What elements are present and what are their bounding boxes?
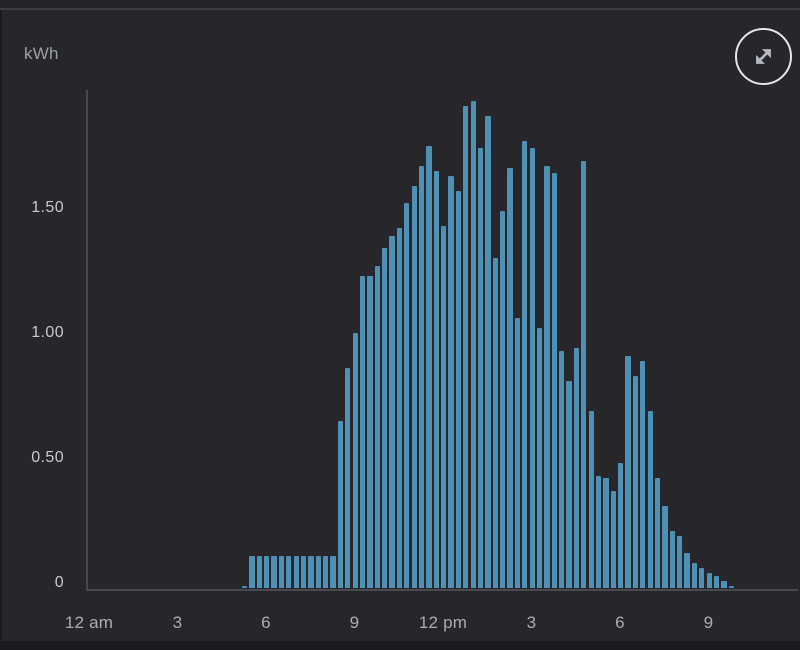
chart-bar[interactable] — [374, 265, 380, 588]
x-tick-label: 3 — [526, 613, 537, 632]
chart-bar[interactable] — [662, 505, 668, 588]
chart-bar[interactable] — [455, 190, 462, 588]
chart-bar[interactable] — [485, 115, 491, 588]
chart-bar[interactable] — [728, 585, 734, 588]
chart-bar[interactable] — [566, 380, 572, 588]
chart-bar[interactable] — [507, 168, 513, 588]
x-tick-label: 6 — [261, 613, 271, 632]
chart-bar[interactable] — [522, 140, 528, 588]
chart-bar[interactable] — [477, 148, 484, 588]
chart-bar[interactable] — [367, 275, 373, 588]
x-tick-label: 3 — [172, 613, 183, 632]
chart-bar[interactable] — [256, 555, 262, 588]
x-tick-label: 12 pm — [418, 613, 468, 632]
chart-bar[interactable] — [500, 210, 506, 588]
chart-bar[interactable] — [404, 203, 410, 588]
chart-bar[interactable] — [448, 175, 454, 588]
chart-bar[interactable] — [492, 258, 498, 588]
chart-bar[interactable] — [470, 100, 476, 588]
chart-bar[interactable] — [426, 145, 432, 588]
chart-bar[interactable] — [551, 173, 557, 588]
chart-bar[interactable] — [264, 555, 270, 588]
chart-bar[interactable] — [271, 555, 277, 588]
chart-bar[interactable] — [654, 478, 661, 588]
chart-bar[interactable] — [677, 535, 683, 588]
chart-bar[interactable] — [618, 463, 624, 588]
chart-bar[interactable] — [308, 555, 314, 588]
chart-bar[interactable] — [640, 360, 646, 588]
page-top-strip — [0, 0, 800, 8]
chart-bar[interactable] — [603, 478, 609, 588]
x-tick-label: 12 am — [64, 613, 114, 632]
chart-bar[interactable] — [433, 170, 439, 588]
chart-bar[interactable] — [396, 228, 403, 588]
chart-bar[interactable] — [389, 235, 395, 588]
x-axis-line — [86, 589, 798, 591]
chart-bar[interactable] — [573, 348, 580, 588]
chart-bar[interactable] — [418, 165, 425, 588]
chart-bar[interactable] — [323, 555, 329, 588]
chart-bar[interactable] — [699, 568, 705, 588]
expand-diagonal-icon — [750, 43, 777, 70]
chart-bar[interactable] — [536, 328, 543, 588]
chart-bar[interactable] — [529, 148, 535, 588]
chart-bar[interactable] — [514, 318, 521, 588]
chart-bar[interactable] — [669, 530, 675, 588]
chart-bar[interactable] — [359, 275, 366, 588]
chart-bar[interactable] — [559, 350, 565, 588]
chart-bar[interactable] — [441, 225, 447, 588]
card-top-divider — [0, 8, 800, 10]
chart-bar[interactable] — [581, 160, 587, 588]
chart-bar[interactable] — [544, 165, 550, 588]
chart-bar[interactable] — [345, 368, 351, 588]
chart-bar[interactable] — [610, 490, 616, 588]
chart-bar[interactable] — [382, 248, 388, 588]
chart-bar[interactable] — [684, 553, 690, 588]
y-axis-line — [86, 90, 88, 589]
chart-bar[interactable] — [352, 333, 358, 588]
chart-bar[interactable] — [691, 563, 698, 588]
y-tick-label: 1.00 — [31, 324, 64, 341]
y-tick-label: 1.50 — [31, 199, 64, 216]
x-tick-label: 9 — [703, 613, 714, 632]
chart-bar[interactable] — [249, 555, 255, 588]
chart-bar[interactable] — [330, 555, 336, 588]
chart-bar[interactable] — [595, 475, 602, 588]
y-tick-label: 0 — [54, 574, 64, 591]
chart-bar[interactable] — [241, 585, 248, 588]
chart-bar[interactable] — [300, 555, 307, 588]
chart-bar[interactable] — [706, 573, 712, 588]
chart-bar[interactable] — [632, 375, 639, 588]
chart-bar[interactable] — [721, 580, 727, 588]
chart-bar[interactable] — [315, 555, 321, 588]
chart-bar[interactable] — [286, 555, 292, 588]
x-tick-label: 6 — [615, 613, 625, 632]
y-axis-unit-label: kWh — [24, 44, 59, 63]
chart-bar[interactable] — [411, 185, 417, 588]
chart-bar[interactable] — [293, 555, 299, 588]
chart-bar[interactable] — [278, 555, 285, 588]
chart-bar[interactable] — [337, 420, 344, 588]
chart-bar[interactable] — [625, 355, 631, 588]
chart-bar[interactable] — [588, 410, 594, 588]
y-tick-label: 0.50 — [31, 449, 64, 466]
chart-bar[interactable] — [463, 105, 469, 588]
chart-bar[interactable] — [647, 410, 653, 588]
x-tick-label: 9 — [349, 613, 360, 632]
chart-bar[interactable] — [713, 575, 720, 588]
expand-button[interactable] — [735, 28, 792, 85]
